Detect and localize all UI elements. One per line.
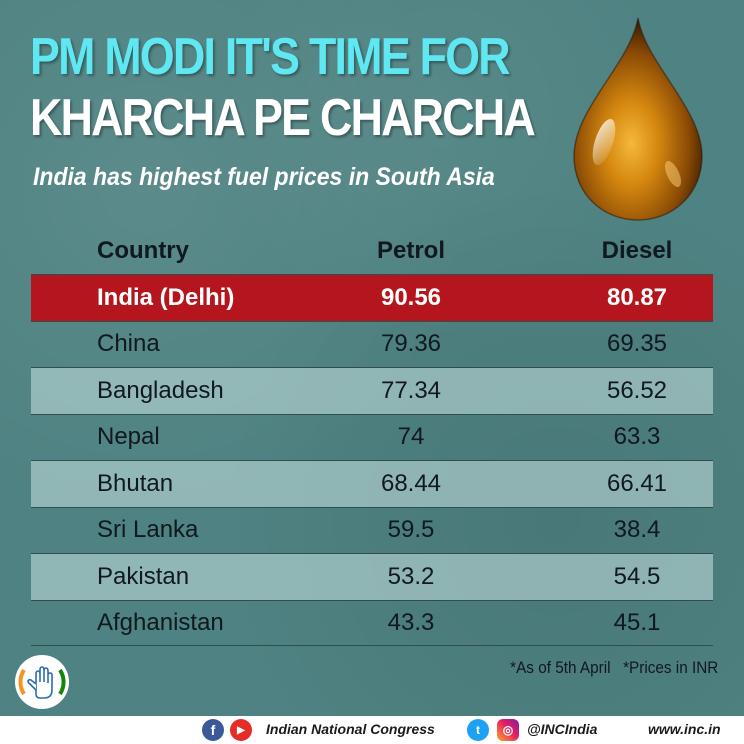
headline-line-2: KHARCHA PE CHARCHA xyxy=(30,89,536,147)
footnotes: *As of 5th April *Prices in INR xyxy=(497,658,718,678)
social-handle[interactable]: @INCIndia xyxy=(527,721,598,737)
petrol-cell: 59.5 xyxy=(387,516,435,544)
organization-name: Indian National Congress xyxy=(266,721,435,737)
table-row: Sri Lanka 59.5 38.4 xyxy=(31,506,713,554)
table-row: Afghanistan 43.3 45.1 xyxy=(31,599,713,646)
header-country: Country xyxy=(97,237,189,264)
country-cell: Bhutan xyxy=(97,469,174,497)
twitter-icon[interactable]: t xyxy=(467,719,489,741)
table-row: Bhutan 68.44 66.41 xyxy=(31,460,713,507)
subtitle: India has highest fuel prices in South A… xyxy=(33,163,495,191)
petrol-cell: 68.44 xyxy=(380,469,442,497)
country-cell: Afghanistan xyxy=(97,608,224,636)
country-cell: Sri Lanka xyxy=(97,516,199,544)
petrol-cell: 43.3 xyxy=(387,608,435,636)
country-cell: China xyxy=(97,330,160,358)
diesel-cell: 80.87 xyxy=(606,283,668,311)
header-petrol: Petrol xyxy=(376,237,445,264)
diesel-cell: 56.52 xyxy=(606,376,668,404)
country-cell: India (Delhi) xyxy=(97,283,235,311)
petrol-cell: 53.2 xyxy=(387,562,435,590)
table-header: Country Petrol Diesel xyxy=(31,228,713,274)
diesel-cell: 38.4 xyxy=(613,516,661,544)
petrol-cell: 74 xyxy=(397,423,425,451)
diesel-cell: 63.3 xyxy=(613,423,661,451)
diesel-cell: 54.5 xyxy=(613,562,661,590)
country-cell: Pakistan xyxy=(97,562,190,590)
oil-drop-icon xyxy=(573,17,703,221)
fuel-price-table: Country Petrol Diesel India (Delhi) 90.5… xyxy=(31,228,713,646)
instagram-icon[interactable]: ◎ xyxy=(497,719,519,741)
diesel-cell: 66.41 xyxy=(606,469,668,497)
petrol-cell: 77.34 xyxy=(380,376,442,404)
table-row: India (Delhi) 90.56 80.87 xyxy=(31,274,713,321)
country-cell: Bangladesh xyxy=(97,376,224,404)
diesel-cell: 69.35 xyxy=(606,330,668,358)
congress-hand-logo-icon xyxy=(15,655,69,709)
facebook-icon[interactable]: f xyxy=(202,719,224,741)
table-row: Nepal 74 63.3 xyxy=(31,413,713,461)
petrol-cell: 90.56 xyxy=(380,283,442,311)
table-row: China 79.36 69.35 xyxy=(31,320,713,368)
youtube-icon[interactable]: ▶ xyxy=(230,719,252,741)
headline-line-1: PM MODI IT'S TIME FOR xyxy=(30,28,511,86)
table-row: Pakistan 53.2 54.5 xyxy=(31,553,713,600)
country-cell: Nepal xyxy=(97,423,160,451)
footnote-as-of: *As of 5th April xyxy=(509,658,611,677)
diesel-cell: 45.1 xyxy=(613,608,661,636)
header-diesel: Diesel xyxy=(601,237,673,264)
footer-bar: f ▶ Indian National Congress t ◎ @INCInd… xyxy=(0,716,744,744)
website-link[interactable]: www.inc.in xyxy=(648,721,721,737)
footnote-currency: *Prices in INR xyxy=(622,658,718,677)
table-row: Bangladesh 77.34 56.52 xyxy=(31,367,713,414)
petrol-cell: 79.36 xyxy=(380,330,442,358)
